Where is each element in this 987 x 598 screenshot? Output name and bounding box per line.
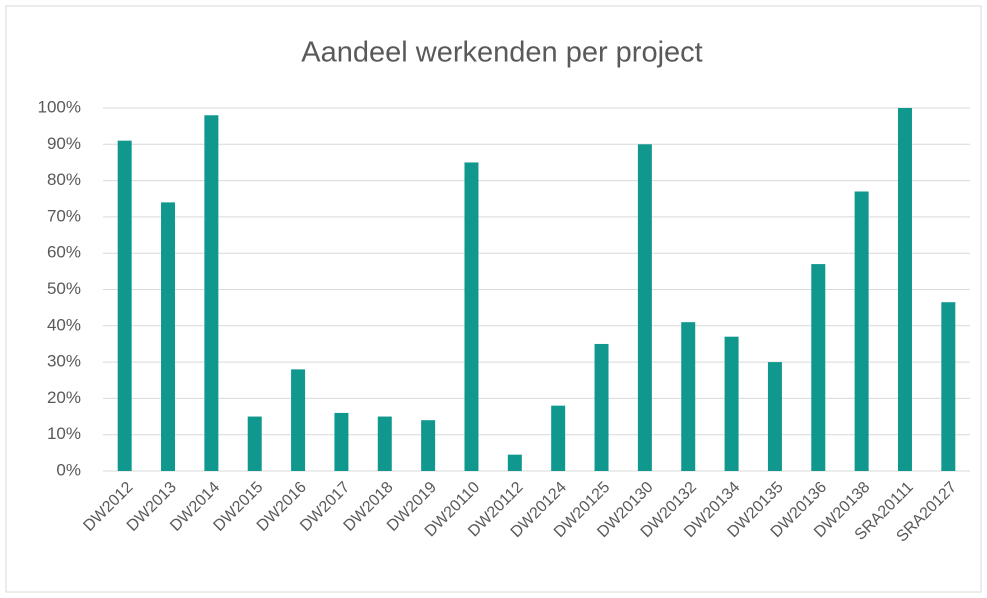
y-tick-label: 90% (47, 134, 81, 153)
bar (637, 144, 652, 472)
bar (811, 264, 826, 471)
bar (681, 322, 696, 471)
y-tick-label: 20% (47, 388, 81, 407)
bar (724, 336, 739, 471)
chart-title: Aandeel werkenden per project (301, 37, 702, 69)
bar (767, 362, 782, 471)
y-tick-label: 70% (47, 206, 81, 225)
bar (897, 108, 912, 471)
y-tick-label: 10% (47, 424, 81, 443)
bar (464, 162, 479, 471)
bar (161, 202, 176, 471)
bar (204, 115, 219, 471)
y-tick-label: 40% (47, 315, 81, 334)
bar (854, 191, 869, 472)
bar (421, 420, 436, 471)
y-tick-label: 60% (47, 243, 81, 262)
y-tick-label: 0% (56, 460, 81, 479)
bar (941, 302, 956, 471)
y-tick-label: 100% (38, 97, 81, 116)
bar (334, 412, 349, 471)
bar (594, 343, 609, 471)
bar (247, 416, 262, 471)
bar (291, 369, 306, 471)
y-tick-label: 80% (47, 170, 81, 189)
y-tick-label: 50% (47, 279, 81, 298)
bar (117, 140, 132, 472)
bar (377, 416, 392, 471)
y-tick-label: 30% (47, 352, 81, 371)
bar (507, 454, 522, 471)
bar (551, 405, 566, 471)
